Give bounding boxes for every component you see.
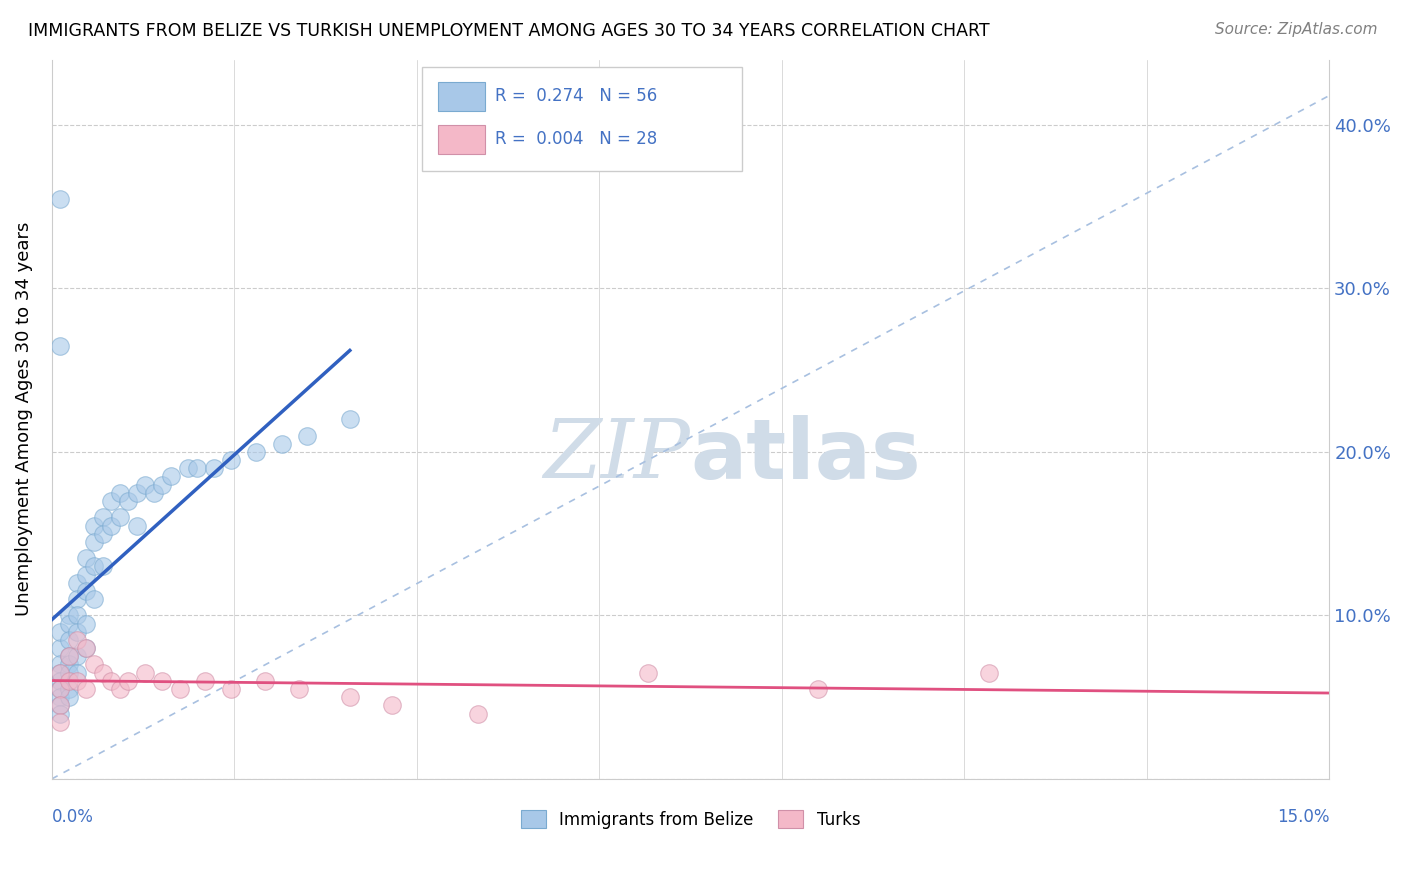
Point <box>177 461 200 475</box>
Point <box>49 698 72 713</box>
Point <box>58 690 80 705</box>
Point <box>49 665 72 680</box>
Point <box>339 412 361 426</box>
Point <box>142 485 165 500</box>
Point <box>108 485 131 500</box>
Point <box>807 681 830 696</box>
Point <box>66 632 89 647</box>
Point <box>134 665 156 680</box>
Point <box>58 608 80 623</box>
Point <box>108 681 131 696</box>
Point <box>66 665 89 680</box>
Point <box>49 657 72 672</box>
Text: Source: ZipAtlas.com: Source: ZipAtlas.com <box>1215 22 1378 37</box>
Point <box>75 567 97 582</box>
Text: IMMIGRANTS FROM BELIZE VS TURKISH UNEMPLOYMENT AMONG AGES 30 TO 34 YEARS CORRELA: IMMIGRANTS FROM BELIZE VS TURKISH UNEMPL… <box>28 22 990 40</box>
Point <box>287 681 309 696</box>
Point <box>117 673 139 688</box>
Point <box>108 510 131 524</box>
Point <box>134 477 156 491</box>
Point <box>91 510 114 524</box>
Point <box>339 690 361 705</box>
Point <box>467 706 489 721</box>
Point <box>117 494 139 508</box>
Text: R =  0.004   N = 28: R = 0.004 N = 28 <box>495 130 657 148</box>
Point <box>83 592 105 607</box>
Legend: Immigrants from Belize, Turks: Immigrants from Belize, Turks <box>515 804 868 835</box>
Point <box>91 559 114 574</box>
Point <box>58 657 80 672</box>
Point <box>100 518 122 533</box>
Point <box>75 681 97 696</box>
Point <box>49 624 72 639</box>
Point <box>58 632 80 647</box>
Point <box>58 649 80 664</box>
Point <box>100 673 122 688</box>
Point <box>91 665 114 680</box>
Point <box>66 575 89 590</box>
Point <box>49 681 72 696</box>
Point <box>83 657 105 672</box>
Point <box>125 485 148 500</box>
Point <box>58 665 80 680</box>
Text: atlas: atlas <box>690 415 921 496</box>
Point <box>186 461 208 475</box>
Point <box>83 518 105 533</box>
Point <box>253 673 276 688</box>
Point <box>75 616 97 631</box>
Point <box>83 559 105 574</box>
Point <box>245 445 267 459</box>
Point <box>58 616 80 631</box>
Point <box>83 534 105 549</box>
Text: R =  0.274   N = 56: R = 0.274 N = 56 <box>495 87 657 105</box>
Point <box>66 592 89 607</box>
Point <box>152 673 174 688</box>
Point <box>49 714 72 729</box>
Point <box>75 551 97 566</box>
Point <box>66 608 89 623</box>
Point <box>160 469 183 483</box>
Point <box>49 690 72 705</box>
Point <box>194 673 217 688</box>
Point <box>152 477 174 491</box>
Point <box>49 673 72 688</box>
Point <box>91 526 114 541</box>
Point <box>977 665 1000 680</box>
Point <box>66 673 89 688</box>
Y-axis label: Unemployment Among Ages 30 to 34 years: Unemployment Among Ages 30 to 34 years <box>15 222 32 616</box>
Point <box>381 698 404 713</box>
Point <box>169 681 191 696</box>
Point <box>58 681 80 696</box>
Point <box>66 624 89 639</box>
Text: 15.0%: 15.0% <box>1277 808 1329 826</box>
FancyBboxPatch shape <box>437 82 485 111</box>
Point <box>49 698 72 713</box>
FancyBboxPatch shape <box>422 67 741 171</box>
Point <box>219 681 242 696</box>
Point <box>49 192 72 206</box>
Point <box>100 494 122 508</box>
Point <box>297 428 319 442</box>
Point <box>637 665 659 680</box>
Point <box>270 437 292 451</box>
Text: 0.0%: 0.0% <box>52 808 94 826</box>
Point <box>75 583 97 598</box>
Point <box>219 453 242 467</box>
Point <box>49 706 72 721</box>
Point <box>58 673 80 688</box>
FancyBboxPatch shape <box>437 125 485 153</box>
Point <box>75 641 97 656</box>
Point <box>125 518 148 533</box>
Point <box>58 649 80 664</box>
Point <box>49 641 72 656</box>
Point <box>66 649 89 664</box>
Text: ZIP: ZIP <box>544 415 690 495</box>
Point <box>75 641 97 656</box>
Point <box>202 461 225 475</box>
Point <box>49 681 72 696</box>
Point <box>49 339 72 353</box>
Point <box>49 665 72 680</box>
